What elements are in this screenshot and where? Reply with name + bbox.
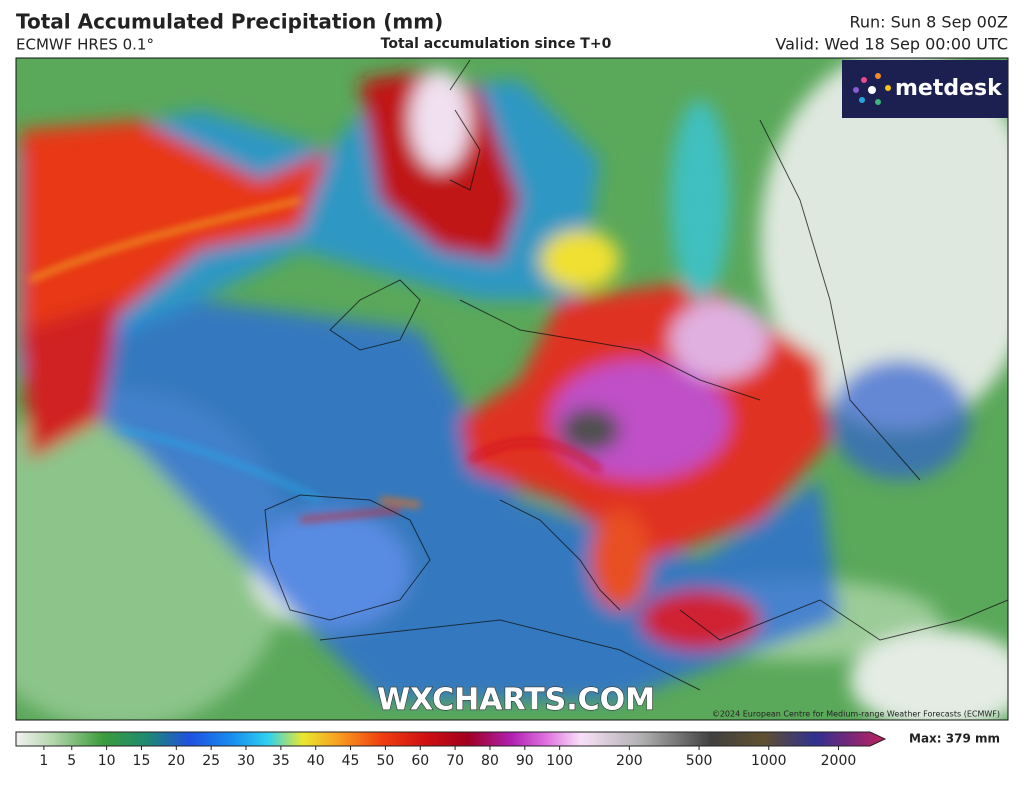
colorbar-tick-label: 80 [481,753,499,769]
colorbar-tick-label: 70 [446,753,464,769]
colorbar-tick-label: 2000 [821,753,857,769]
colorbar-tick-label: 35 [272,753,290,769]
colorbar-tick-label: 10 [98,753,116,769]
colorbar-tick-label: 5 [67,753,76,769]
model: ECMWF HRES 0.1° [16,36,154,54]
colorbar-tick-label: 15 [133,753,151,769]
run-time: Run: Sun 8 Sep 00Z [849,13,1008,32]
colorbar-tick-label: 45 [342,753,360,769]
precipitation-map [16,58,1008,720]
description: Total accumulation since T+0 [381,36,612,52]
colorbar-tick-label: 1000 [751,753,787,769]
colorbar-tick-label: 500 [686,753,713,769]
logo-icon [853,73,891,105]
colorbar-tick-label: 1 [39,753,48,769]
colorbar-tick-label: 20 [167,753,185,769]
colorbar-tick-label: 50 [376,753,394,769]
title: Total Accumulated Precipitation (mm) [16,10,443,34]
watermark: WXCHARTS.COM [377,683,655,718]
logo-text: metdesk [895,76,1003,101]
colorbar-tick-label: 90 [516,753,534,769]
credit: ©2024 European Centre for Medium-range W… [712,710,1000,719]
map-frame [15,57,1009,721]
max-label: Max: 379 mm [909,732,1000,746]
colorbar [15,731,887,747]
colorbar-tick-label: 60 [411,753,429,769]
colorbar-tick-label: 30 [237,753,255,769]
colorbar-tick-label: 25 [202,753,220,769]
valid-time: Valid: Wed 18 Sep 00:00 UTC [775,35,1008,54]
colorbar-ticks: 1 5 10 15 20 25 30 35 40 45 50 60 70 80 90 100 200 500 100… [39,746,856,769]
colorbar-tick-label: 40 [307,753,325,769]
colorbar-tick-label: 100 [546,753,573,769]
colorbar-tick-label: 200 [616,753,643,769]
